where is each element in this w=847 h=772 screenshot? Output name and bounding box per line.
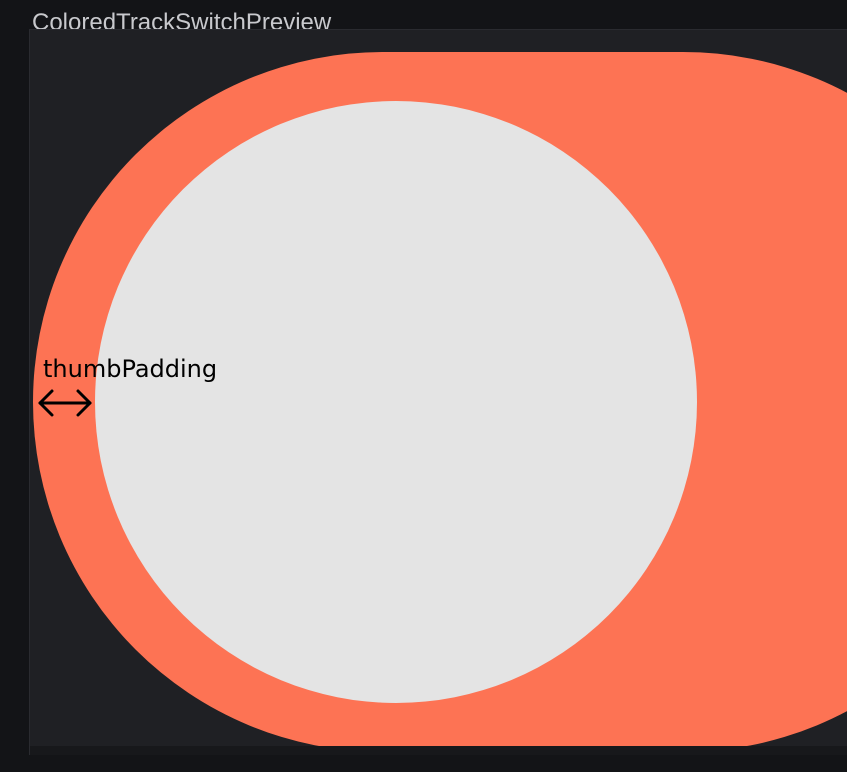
switch-thumb[interactable] <box>95 101 697 703</box>
preview-frame: thumbPadding <box>29 29 847 755</box>
track-bottom-edge <box>30 746 847 755</box>
thumb-padding-label: thumbPadding <box>43 355 218 383</box>
preview-canvas: thumbPadding <box>30 30 847 755</box>
double-arrow-horizontal-icon <box>38 389 92 417</box>
